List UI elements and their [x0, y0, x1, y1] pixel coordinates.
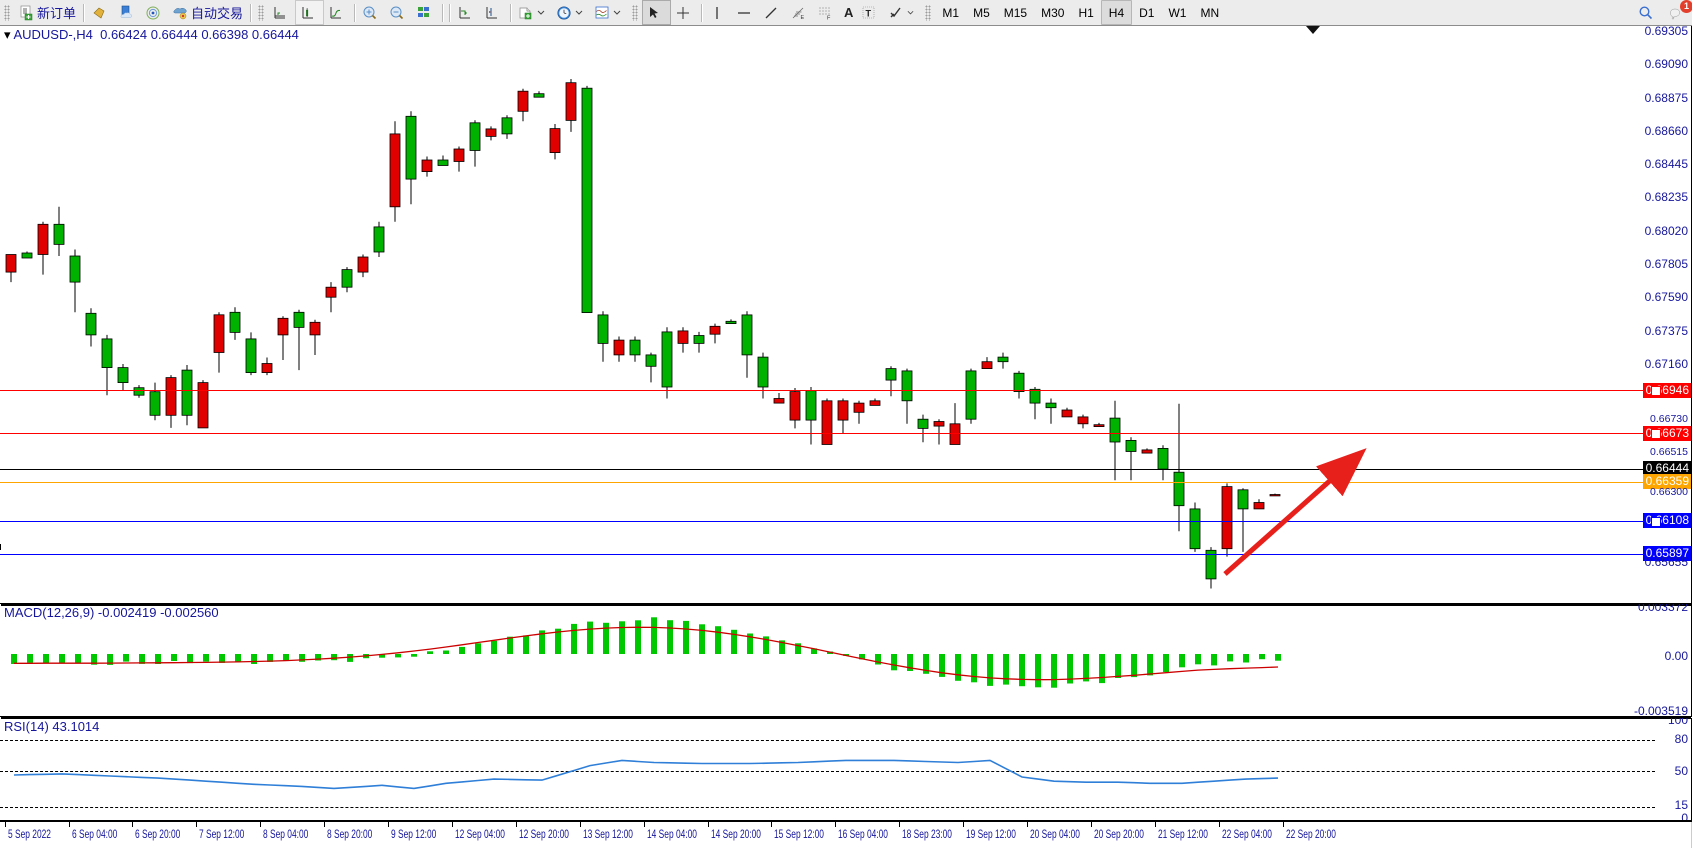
svg-text:F: F [827, 15, 831, 21]
svg-text:E: E [801, 15, 805, 21]
svg-text:T: T [866, 8, 872, 18]
